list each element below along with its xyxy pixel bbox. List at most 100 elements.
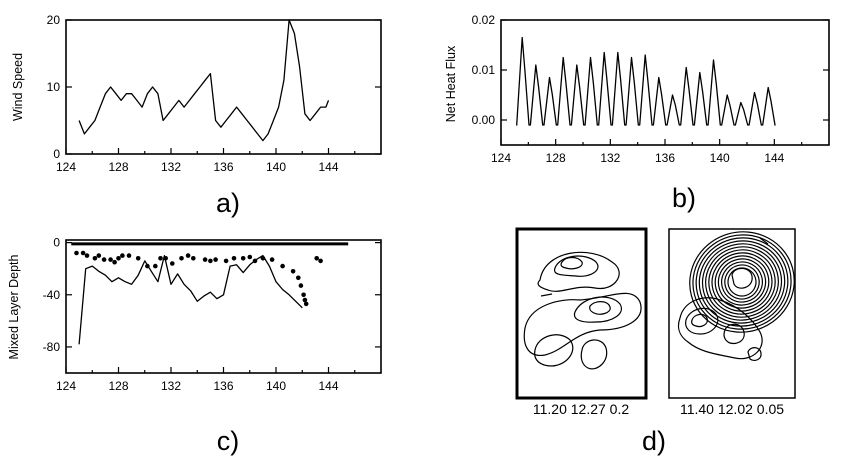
contour-line	[731, 267, 753, 289]
map-caption-2: 11.40 12.02 0.05	[680, 401, 784, 417]
x-tick-label: 140	[266, 160, 286, 174]
y-tick-label: 0	[53, 147, 60, 161]
contour-ring	[721, 261, 763, 303]
data-marker	[269, 257, 275, 262]
panel-a	[65, 19, 382, 155]
x-tick-label: 132	[161, 160, 181, 174]
mixed-layer-depth-line	[78, 254, 303, 345]
data-marker	[223, 258, 229, 264]
panel-d	[515, 227, 796, 400]
data-marker	[179, 255, 184, 261]
x-tick-label: 128	[108, 379, 128, 393]
x-tick-label: 128	[546, 151, 566, 165]
data-marker	[303, 301, 309, 307]
contour-ring	[711, 252, 773, 312]
data-marker	[74, 250, 79, 256]
plot-frame	[65, 19, 382, 155]
data-marker	[290, 269, 296, 274]
contour-ring	[714, 255, 770, 309]
data-marker	[191, 255, 196, 261]
y-tick-label: 20	[47, 13, 61, 27]
data-marker	[112, 259, 117, 265]
net-heat-flux-line	[516, 36, 776, 126]
data-marker	[208, 258, 213, 264]
data-marker	[296, 275, 301, 281]
panel-letter-c: c)	[217, 426, 240, 456]
data-marker	[247, 254, 253, 260]
y-axis-label: Mixed Layer Depth	[7, 254, 21, 359]
wind-speed-line	[78, 19, 330, 142]
panel-b	[500, 19, 830, 146]
contour-ring	[695, 237, 789, 327]
x-tick-label: 144	[764, 151, 784, 165]
contour-line	[537, 251, 620, 292]
y-axis-label: Wind Speed	[11, 53, 25, 121]
contour-line	[759, 237, 769, 245]
data-marker	[240, 255, 246, 261]
y-tick-label: 10	[47, 80, 61, 94]
y-tick-label: 0.02	[472, 13, 496, 27]
panel-letter-d: d)	[642, 426, 666, 456]
x-tick-label: 136	[213, 160, 233, 174]
data-marker	[318, 258, 323, 264]
y-tick-label: -40	[43, 288, 61, 302]
y-axis-label: Net Heat Flux	[444, 45, 458, 122]
x-tick-label: 128	[108, 160, 128, 174]
data-marker	[260, 255, 266, 261]
contour-line	[747, 347, 762, 361]
y-tick-label: 0	[53, 236, 60, 250]
y-tick-label: 0.01	[472, 63, 496, 77]
x-tick-label: 144	[318, 160, 338, 174]
x-tick-label: 124	[56, 379, 76, 393]
contour-line	[540, 293, 553, 297]
x-tick-label: 132	[161, 379, 181, 393]
contour-line	[723, 323, 745, 345]
data-marker	[158, 255, 163, 261]
contour-line	[685, 307, 719, 335]
contour-line	[523, 292, 642, 356]
panel-letter-a: a)	[216, 188, 240, 218]
panel-c	[65, 239, 382, 374]
data-marker	[116, 255, 121, 261]
x-tick-label: 124	[491, 151, 511, 165]
x-tick-label: 136	[213, 379, 233, 393]
panel-letter-b: b)	[672, 183, 696, 213]
data-marker	[170, 261, 175, 266]
data-marker	[84, 253, 90, 258]
contour-line	[589, 301, 611, 315]
data-marker	[202, 257, 208, 262]
x-tick-label: 140	[266, 379, 286, 393]
data-marker	[298, 283, 304, 288]
contour-line	[573, 296, 622, 323]
data-marker	[92, 255, 98, 261]
x-tick-label: 136	[655, 151, 675, 165]
x-tick-label: 124	[56, 160, 76, 174]
data-marker	[126, 253, 132, 258]
data-marker	[120, 253, 125, 258]
data-marker	[108, 257, 113, 262]
data-marker	[153, 263, 158, 269]
data-marker	[145, 263, 150, 269]
data-marker	[280, 263, 285, 269]
data-marker	[213, 257, 218, 262]
contour-line	[677, 297, 763, 360]
contour-ring	[724, 264, 760, 300]
data-marker	[185, 253, 191, 258]
map-caption-1: 11.20 12.27 0.2	[533, 401, 629, 417]
contour-map-frame-1	[515, 227, 648, 400]
contour-ring	[701, 243, 783, 321]
contour-line	[553, 255, 599, 277]
contour-ring	[689, 231, 795, 333]
data-marker	[231, 255, 237, 261]
data-marker	[80, 250, 86, 256]
data-marker	[101, 257, 107, 262]
contour-ring	[717, 258, 767, 306]
contour-ring	[705, 246, 779, 318]
contour-line	[534, 334, 574, 367]
contour-line	[580, 339, 608, 370]
data-marker	[314, 255, 320, 261]
x-tick-label: 132	[600, 151, 620, 165]
y-tick-label: -80	[43, 340, 61, 354]
contour-line	[560, 256, 583, 270]
contour-ring	[692, 234, 792, 330]
